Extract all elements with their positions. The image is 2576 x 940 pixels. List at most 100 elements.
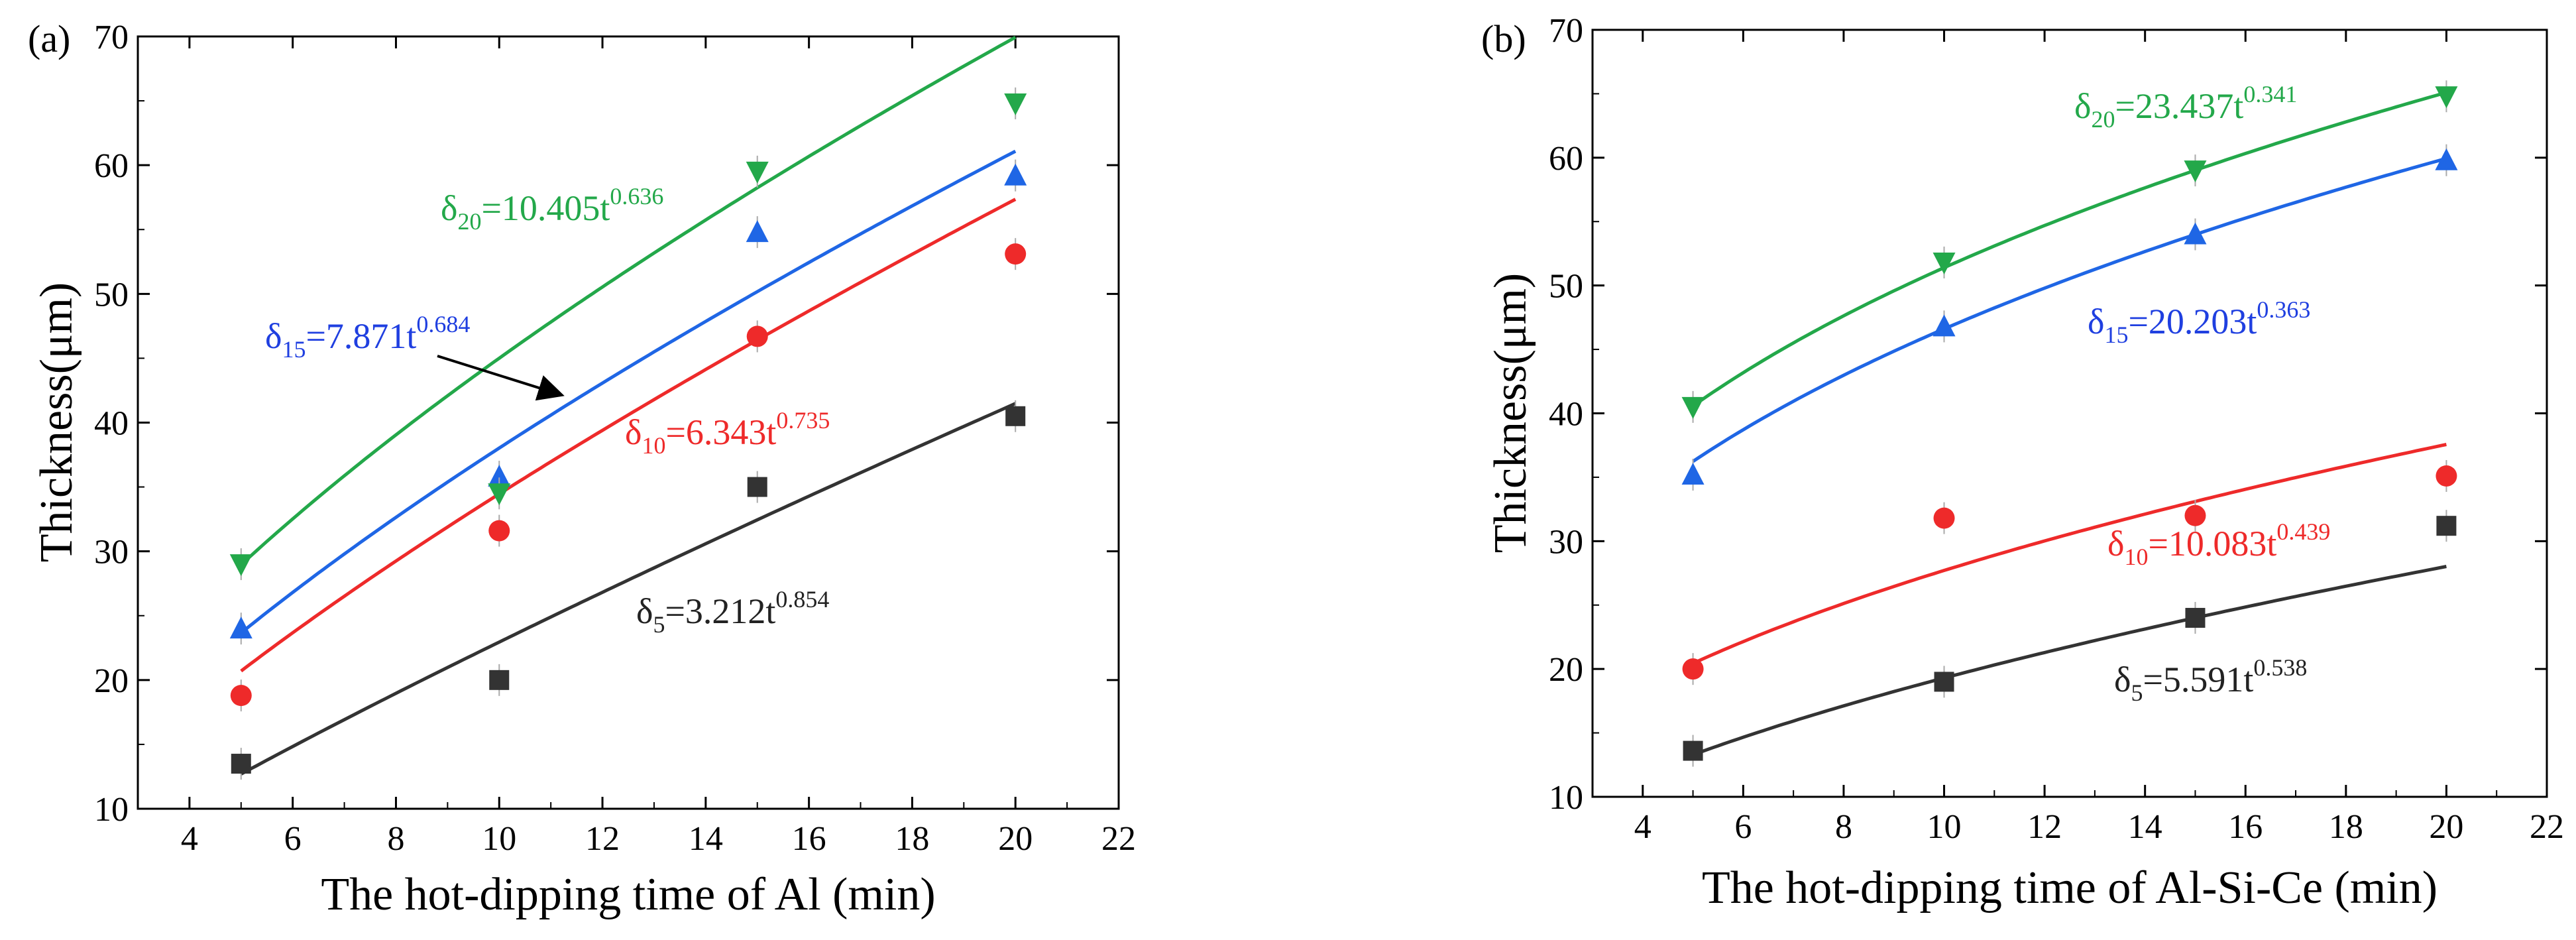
- annotation-superscript: 0.538: [2253, 654, 2307, 681]
- y-tick-label: 70: [1549, 12, 1583, 50]
- y-tick-label: 40: [94, 405, 129, 443]
- annotation-equation: =10.083t: [2148, 524, 2276, 563]
- annotation-symbol: δ: [625, 412, 642, 452]
- axis-tick-labels: 4 6 8 10 12 14 16 18 20 22 10 20 30 40 50 60 70: [1549, 12, 2564, 846]
- annotation-equation: =3.212t: [665, 591, 775, 631]
- annotation-symbol: δ: [2074, 86, 2091, 126]
- fit-curve-δ20: [240, 36, 1017, 566]
- annotation-subscript: 20: [2091, 106, 2115, 133]
- y-tick-label: 40: [1549, 396, 1583, 434]
- data-point-δ15: [2184, 222, 2207, 245]
- fit-curve-δ5: [240, 402, 1017, 776]
- x-tick-label: 22: [2530, 808, 2564, 846]
- fit-curves: [240, 36, 1017, 776]
- y-tick-label: 50: [94, 276, 129, 314]
- fit-curve-δ20: [1692, 91, 2447, 408]
- svg-text:δ15=20.203t0.363: δ15=20.203t0.363: [2088, 296, 2310, 348]
- x-tick-label: 10: [482, 820, 516, 858]
- data-point-δ10: [1005, 243, 1027, 265]
- x-tick-label: 8: [387, 820, 404, 858]
- annotation-arrow: [437, 355, 565, 401]
- svg-text:δ20=10.405t0.636: δ20=10.405t0.636: [441, 183, 663, 235]
- data-point-δ15: [2435, 148, 2458, 170]
- annotation-symbol: δ: [2114, 660, 2131, 699]
- x-tick-label: 18: [895, 820, 929, 858]
- data-point-δ20: [229, 554, 252, 577]
- data-point-δ5: [1683, 740, 1703, 761]
- svg-text:δ5=3.212t0.854: δ5=3.212t0.854: [636, 586, 829, 638]
- data-point-δ20: [488, 483, 511, 506]
- annotation-equation: =7.871t: [306, 316, 416, 356]
- svg-text:δ15=7.871t0.684: δ15=7.871t0.684: [265, 311, 470, 363]
- annotation-symbol: δ: [2088, 302, 2104, 341]
- x-tick-label: 8: [1835, 808, 1852, 846]
- data-point-δ5: [231, 754, 251, 774]
- annotation-delta15: δ15=7.871t0.684: [265, 311, 470, 363]
- annotation-symbol: δ: [2107, 524, 2124, 563]
- data-point-δ10: [230, 685, 252, 707]
- data-point-δ20: [1681, 396, 1705, 419]
- data-point-δ20: [2184, 160, 2207, 183]
- annotation-superscript: 0.684: [416, 311, 470, 337]
- fit-curve-δ15: [1692, 156, 2447, 463]
- svg-text:δ10=10.083t0.439: δ10=10.083t0.439: [2107, 518, 2330, 570]
- data-point-δ15: [1004, 163, 1027, 186]
- fit-curve-δ10: [240, 198, 1017, 673]
- data-point-δ20: [1932, 252, 1956, 274]
- axis-ticks: [138, 35, 1120, 810]
- svg-text:δ10=6.343t0.735: δ10=6.343t0.735: [625, 407, 830, 459]
- y-axis-label: Thickness(μm): [1485, 273, 1536, 553]
- data-point-δ15: [229, 617, 252, 639]
- data-point-δ5: [747, 477, 767, 497]
- annotation-equation: =10.405t: [481, 188, 610, 228]
- annotation-subscript: 10: [642, 432, 665, 459]
- data-point-δ20: [2435, 86, 2458, 109]
- x-axis-label: The hot-dipping time of Al-Si-Ce (min): [1702, 862, 2437, 913]
- x-tick-label: 16: [792, 820, 826, 858]
- fit-curve-δ5: [1692, 565, 2447, 756]
- annotation-subscript: 5: [653, 611, 665, 638]
- data-point-δ10: [1933, 507, 1955, 529]
- data-point-δ10: [2184, 504, 2206, 526]
- annotation-subscript: 5: [2131, 679, 2143, 706]
- annotation-subscript: 10: [2124, 544, 2148, 570]
- svg-text:δ5=5.591t0.538: δ5=5.591t0.538: [2114, 654, 2307, 706]
- annotation-delta5: δ5=3.212t0.854: [636, 586, 829, 638]
- x-tick-label: 22: [1101, 820, 1136, 858]
- y-tick-label: 60: [1549, 140, 1583, 178]
- x-tick-label: 12: [2027, 808, 2062, 846]
- annotation-superscript: 0.854: [775, 586, 829, 613]
- data-point-δ15: [746, 220, 769, 243]
- data-point-δ5: [1005, 406, 1026, 426]
- x-tick-label: 14: [2128, 808, 2162, 846]
- y-tick-label: 10: [94, 791, 129, 829]
- data-point-δ15: [488, 465, 511, 487]
- y-tick-label: 50: [1549, 268, 1583, 306]
- axis-ticks: [1593, 29, 2548, 798]
- x-tick-label: 6: [284, 820, 302, 858]
- x-tick-label: 10: [1927, 808, 1962, 846]
- y-tick-label: 30: [94, 534, 129, 571]
- data-point-δ20: [1004, 93, 1027, 115]
- svg-text:δ20=23.437t0.341: δ20=23.437t0.341: [2074, 81, 2297, 133]
- annotation-delta5: δ5=5.591t0.538: [2114, 654, 2307, 706]
- annotation-symbol: δ: [265, 316, 282, 356]
- x-tick-label: 20: [2429, 808, 2463, 846]
- annotation-delta15: δ15=20.203t0.363: [2088, 296, 2310, 348]
- annotation-superscript: 0.363: [2257, 296, 2310, 323]
- x-axis-label: The hot-dipping time of Al (min): [321, 869, 935, 920]
- annotation-superscript: 0.735: [776, 407, 830, 434]
- data-point-δ5: [489, 670, 510, 690]
- data-point-δ20: [746, 161, 769, 184]
- x-tick-label: 4: [1634, 808, 1652, 846]
- axis-tick-labels: 4 6 8 10 12 14 16 18 20 22 10 20 30 40 50 60 70: [94, 19, 1136, 858]
- data-point-δ10: [2436, 465, 2457, 487]
- data-points: [1681, 80, 2458, 767]
- data-point-δ10: [488, 520, 510, 542]
- data-point-δ15: [1681, 463, 1705, 485]
- data-points: [229, 87, 1027, 780]
- x-tick-label: 12: [585, 820, 620, 858]
- y-tick-label: 60: [94, 147, 129, 185]
